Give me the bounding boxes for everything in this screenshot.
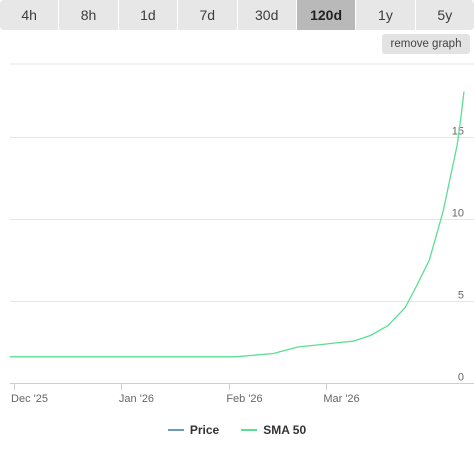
y-tick-label: 10 bbox=[452, 208, 464, 220]
range-tab-1d[interactable]: 1d bbox=[119, 0, 179, 30]
x-tick-label: Feb '26 bbox=[226, 393, 262, 405]
chart-legend: Price SMA 50 bbox=[0, 420, 474, 440]
range-tab-7d[interactable]: 7d bbox=[178, 0, 238, 30]
legend-item-sma-50[interactable]: SMA 50 bbox=[241, 423, 306, 437]
x-tick-label: Jan '26 bbox=[119, 393, 154, 405]
time-range-tabs: 4h 8h 1d 7d 30d 120d 1y 5y bbox=[0, 0, 474, 30]
range-tab-5y[interactable]: 5y bbox=[437, 7, 453, 23]
range-tab-120d[interactable]: 120d bbox=[296, 0, 357, 30]
legend-label: SMA 50 bbox=[263, 423, 307, 437]
y-tick-label: 5 bbox=[458, 290, 464, 302]
series-line-sma-50 bbox=[10, 91, 465, 358]
x-tick-label: Dec '25 bbox=[11, 393, 48, 405]
legend-swatch bbox=[241, 429, 258, 431]
legend-label: Price bbox=[189, 423, 220, 437]
y-tick-label: 15 bbox=[452, 126, 464, 138]
y-tick-label: 0 bbox=[458, 372, 464, 384]
x-tick-label: Mar '26 bbox=[323, 393, 359, 405]
remove-graph-button[interactable]: remove graph bbox=[382, 34, 470, 54]
range-tab-1y[interactable]: 1y bbox=[356, 0, 416, 30]
range-tab-8h[interactable]: 8h bbox=[59, 0, 119, 30]
legend-item-price[interactable]: Price bbox=[167, 423, 220, 437]
legend-swatch bbox=[167, 429, 184, 431]
range-tab-4h[interactable]: 4h bbox=[0, 0, 60, 30]
range-tab-30d[interactable]: 30d bbox=[238, 0, 297, 30]
